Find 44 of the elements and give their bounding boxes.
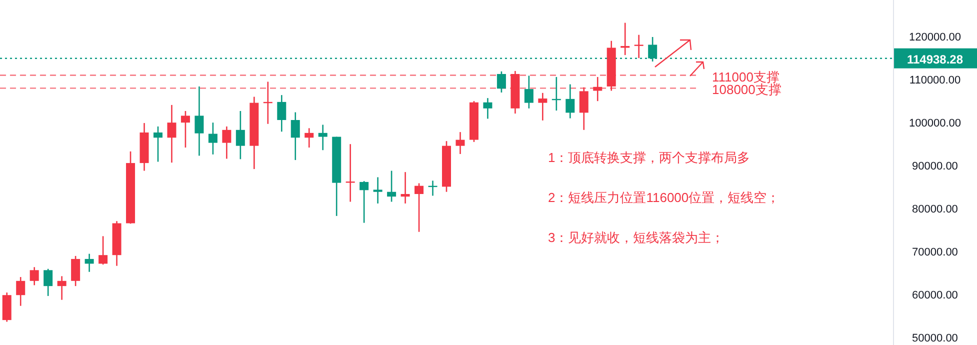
y-tick-label: 70000.00 [912,246,958,259]
candlestick [71,255,80,287]
candlestick [84,253,94,273]
candlestick [387,170,396,202]
candlestick [566,84,575,119]
candlestick [456,131,465,155]
candlestick [167,104,176,164]
ref-line-label: 111000支撑 [712,69,780,84]
y-tick-label: 50000.00 [912,332,958,345]
candlestick [16,276,26,307]
candlestick [414,182,424,233]
candlestick [180,110,190,148]
candlestick [30,266,39,286]
candlestick [360,180,369,224]
candlestick [222,126,232,160]
y-tick-label: 60000.00 [912,290,958,302]
candlestick [57,276,66,300]
y-tick-label: 90000.00 [912,160,958,173]
candlestick [236,110,245,160]
candlestick [194,86,204,156]
candlestick [44,268,53,297]
y-tick-label: 80000.00 [912,204,958,216]
annotation: 3：见好就收，短线落袋为主； [548,230,724,245]
candlestick [538,92,548,122]
candlestick [208,122,218,156]
candlestick [483,97,492,120]
y-tick-label: 100000.00 [909,118,961,130]
ref-line-label: 108000支撑 [712,82,782,98]
candlestick [496,70,506,94]
candlestick [524,75,534,110]
ref-line-label: 114938.28 [906,52,964,66]
y-tick-label: 110000.00 [909,74,961,87]
candlestick [98,236,108,266]
annotation: 2：短线压力位置116000位置，短线空； [548,190,780,205]
candlestick [400,171,410,204]
candlestick [318,124,328,151]
candlestick [153,126,162,162]
y-tick-label: 120000.00 [909,32,961,44]
candlestick [277,94,286,132]
candlestick [290,112,300,161]
annotation: 1：顶底转换支撑，两个支撑布局多 [548,150,750,165]
candlestick [304,128,314,148]
candlestick [634,34,644,59]
candlestick [373,176,382,204]
